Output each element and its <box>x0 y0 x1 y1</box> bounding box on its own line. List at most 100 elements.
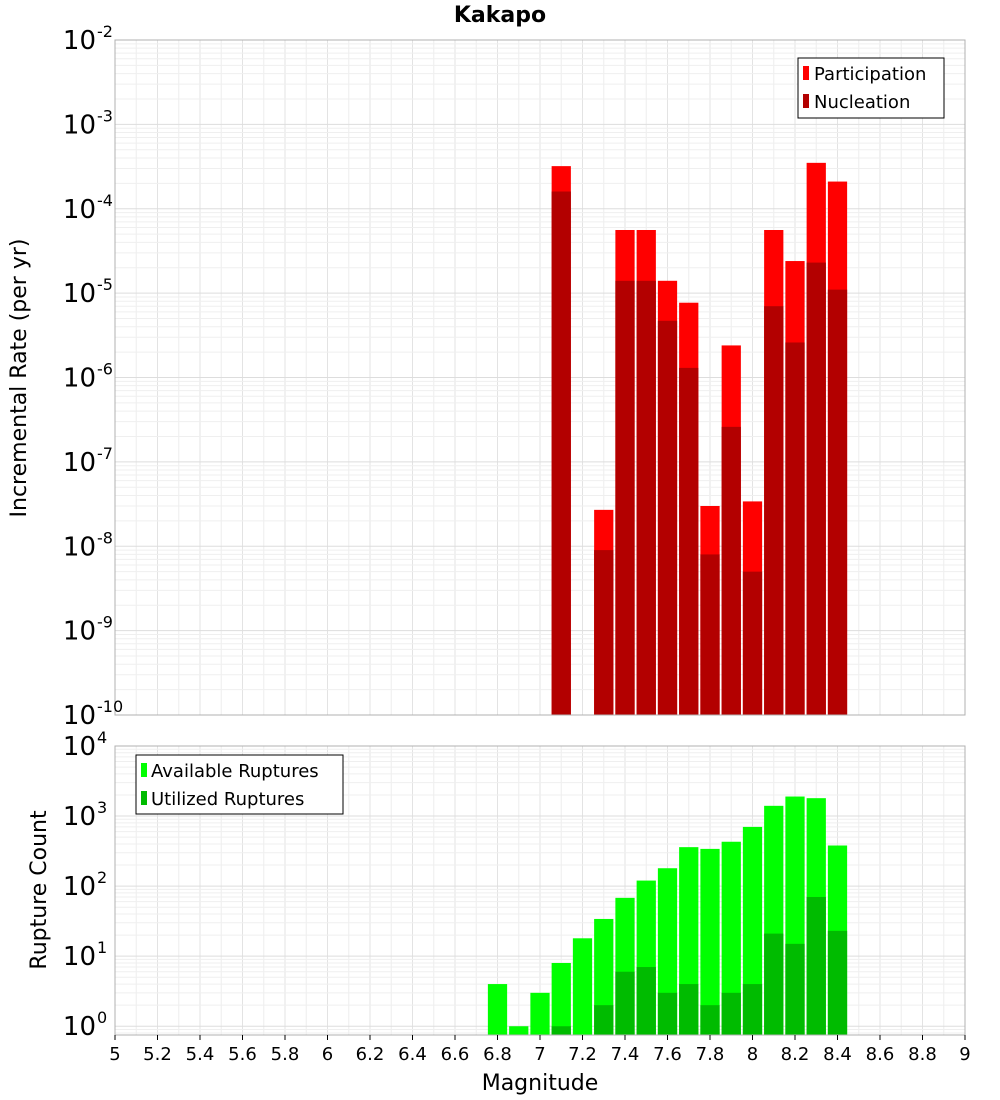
top-plot-border <box>114 39 966 716</box>
legend-label-participation: Participation <box>814 64 926 85</box>
x-tick-label: 5.2 <box>143 1044 172 1065</box>
bottom-bar-utilized-ruptures <box>594 1005 614 1035</box>
bottom-bar-available-ruptures <box>721 841 741 1035</box>
top-bars <box>551 162 848 716</box>
top-chart-title: Kakapo <box>454 3 546 28</box>
x-tick-label: 8.4 <box>823 1044 852 1065</box>
bottom-bar-available-ruptures <box>509 1026 529 1035</box>
top-bar-nucleation <box>742 571 763 715</box>
bottom-bar-utilized-ruptures <box>551 1026 571 1035</box>
x-tick-label: 6.2 <box>356 1044 385 1065</box>
x-axis-label: Magnitude <box>482 1071 599 1096</box>
y-tick-exponent: -6 <box>97 360 113 379</box>
bottom-bar-available-ruptures <box>700 848 720 1035</box>
x-tick-label: 7.8 <box>696 1044 725 1065</box>
x-tick-label: 6.4 <box>398 1044 427 1065</box>
top-bar-nucleation <box>615 280 635 715</box>
y-tick-exponent: -8 <box>97 528 113 547</box>
bottom-bar-available-ruptures <box>572 938 593 1035</box>
top-bar-nucleation <box>679 367 699 715</box>
top-bar-nucleation <box>700 554 720 715</box>
legend-swatch-utilized <box>141 791 147 805</box>
bottom-bar-utilized-ruptures <box>764 933 784 1035</box>
y-tick-exponent: -7 <box>97 444 113 463</box>
bottom-bar-utilized-ruptures <box>806 896 826 1035</box>
top-bar-nucleation <box>657 320 678 715</box>
x-tick-label: 6.8 <box>483 1044 512 1065</box>
bottom-bar-utilized-ruptures <box>679 984 699 1035</box>
top-bar-nucleation <box>594 550 614 715</box>
x-tick-label: 6.6 <box>441 1044 470 1065</box>
y-tick-label: 10 <box>63 195 96 225</box>
x-tick-label: 6 <box>322 1044 333 1065</box>
bottom-bar-utilized-ruptures <box>636 967 656 1035</box>
bottom-legend: Available Ruptures Utilized Ruptures <box>135 754 344 815</box>
y-tick-exponent: -3 <box>97 106 113 125</box>
top-bar-nucleation <box>721 426 741 715</box>
top-bar-nucleation <box>636 280 656 715</box>
y-tick-label: 10 <box>63 532 96 562</box>
x-tick-label: 8.6 <box>866 1044 895 1065</box>
y-tick-label: 10 <box>63 732 96 762</box>
y-tick-label: 10 <box>63 617 96 647</box>
x-tick-label: 5.8 <box>271 1044 300 1065</box>
y-tick-label: 10 <box>63 872 96 902</box>
y-tick-exponent: 2 <box>97 868 107 887</box>
y-tick-exponent: 1 <box>97 938 107 957</box>
y-tick-label: 10 <box>63 26 96 56</box>
bottom-legend-box <box>135 754 344 815</box>
top-y-axis-label: Incremental Rate (per yr) <box>7 239 32 518</box>
legend-swatch-available <box>141 763 147 777</box>
bottom-bar-utilized-ruptures <box>742 984 763 1035</box>
y-tick-exponent: -10 <box>97 697 123 716</box>
x-tick-label: 7.2 <box>568 1044 597 1065</box>
x-tick-label: 7.6 <box>653 1044 682 1065</box>
y-tick-label: 10 <box>63 279 96 309</box>
top-bar-nucleation <box>827 289 848 715</box>
bottom-bar-available-ruptures <box>742 826 763 1035</box>
y-tick-label: 10 <box>63 364 96 394</box>
y-tick-exponent: -9 <box>97 613 113 632</box>
y-tick-label: 10 <box>63 448 96 478</box>
y-tick-label: 10 <box>63 701 96 731</box>
top-bar-nucleation <box>551 191 571 716</box>
y-tick-exponent: -4 <box>97 191 113 210</box>
x-tick-label: 5 <box>109 1044 120 1065</box>
bottom-y-axis-label: Rupture Count <box>27 810 52 970</box>
bottom-bar-utilized-ruptures <box>721 992 741 1035</box>
x-tick-label: 5.4 <box>186 1044 215 1065</box>
y-tick-exponent: 0 <box>97 1008 107 1027</box>
top-bar-nucleation <box>785 342 805 715</box>
y-tick-exponent: -2 <box>97 22 113 41</box>
x-tick-label: 9 <box>959 1044 970 1065</box>
top-legend-box <box>797 57 945 119</box>
x-tick-label: 8.8 <box>908 1044 937 1065</box>
legend-label-utilized: Utilized Ruptures <box>151 789 304 810</box>
bottom-bar-utilized-ruptures <box>657 992 678 1035</box>
x-tick-label: 8.2 <box>781 1044 810 1065</box>
top-bar-nucleation <box>806 262 826 715</box>
x-tick-label: 5.6 <box>228 1044 257 1065</box>
y-tick-label: 10 <box>63 110 96 140</box>
bottom-bars <box>487 796 848 1035</box>
y-tick-exponent: 4 <box>97 728 107 747</box>
bottom-bar-available-ruptures <box>487 984 508 1035</box>
legend-swatch-nucleation <box>803 94 809 108</box>
x-tick-label: 8 <box>747 1044 758 1065</box>
bottom-bar-utilized-ruptures <box>827 930 848 1035</box>
bottom-bar-available-ruptures <box>530 992 550 1035</box>
top-bar-nucleation <box>764 306 784 715</box>
y-tick-exponent: 3 <box>97 798 107 817</box>
y-tick-label: 10 <box>63 802 96 832</box>
bottom-bar-available-ruptures <box>551 962 571 1035</box>
bottom-bar-utilized-ruptures <box>700 1005 720 1035</box>
legend-swatch-participation <box>803 66 809 80</box>
x-tick-label: 7 <box>534 1044 545 1065</box>
bottom-bar-utilized-ruptures <box>785 943 805 1035</box>
top-legend: Participation Nucleation <box>797 57 945 119</box>
x-tick-labels: 5 5.2 5.4 5.6 5.8 6 6.2 6.4 6.6 6.8 7 7.2 7.4 7.6 7.8 8… <box>109 1035 971 1065</box>
